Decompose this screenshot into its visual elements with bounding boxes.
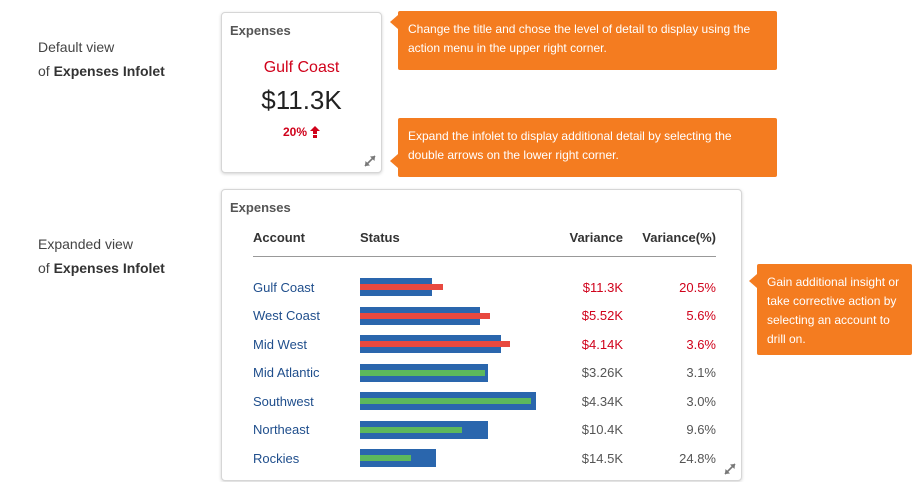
status-bar [360, 306, 540, 325]
variance-pct-value: 3.0% [686, 393, 716, 409]
default-view-bold: Expenses Infolet [53, 63, 165, 79]
callout-drill: Gain additional insight or take correcti… [749, 264, 912, 355]
col-variance: Variance [543, 230, 623, 257]
account-link[interactable]: West Coast [253, 308, 320, 324]
expanded-expenses-infolet[interactable]: Expenses Account Status Variance Varianc… [221, 189, 742, 481]
collapse-arrows-icon[interactable] [723, 462, 737, 476]
default-view-prefix: of [38, 63, 54, 79]
actual-bar [360, 341, 510, 348]
account-link[interactable]: Gulf Coast [253, 279, 315, 295]
variance-value: $4.34K [581, 393, 623, 409]
callout-pointer [390, 154, 398, 168]
account-link[interactable]: Mid West [253, 336, 307, 352]
variance-pct-value: 3.6% [686, 336, 716, 352]
status-bar [360, 278, 540, 297]
status-cell [360, 444, 543, 473]
actual-bar [360, 398, 531, 405]
default-view-line1: Default view [38, 39, 115, 55]
actual-bar [360, 284, 443, 291]
variance-value: $5.52K [581, 308, 623, 324]
expanded-view-line1: Expanded view [38, 236, 133, 252]
callout-action-menu-text: Change the title and chose the level of … [408, 22, 751, 55]
expense-value: $11.3K [261, 85, 342, 115]
status-bar [360, 392, 540, 411]
table-row[interactable]: West Coast $5.52K 5.6% [253, 302, 716, 331]
variance-pct-value: 9.6% [686, 422, 716, 438]
accounts-table: Account Status Variance Variance(%) Gulf… [253, 230, 716, 473]
status-cell [360, 302, 543, 331]
status-bar [360, 449, 540, 468]
table-row[interactable]: Southwest $4.34K 3.0% [253, 387, 716, 416]
expand-arrows-icon[interactable] [363, 154, 377, 168]
callout-action-menu: Change the title and chose the level of … [390, 11, 777, 70]
account-link[interactable]: Rockies [253, 450, 300, 466]
status-bar [360, 420, 540, 439]
status-cell [360, 330, 543, 359]
default-view-label: Default view of Expenses Infolet [38, 35, 165, 83]
account-link[interactable]: Mid Atlantic [253, 365, 320, 381]
expanded-view-label: Expanded view of Expenses Infolet [38, 232, 165, 280]
actual-bar [360, 369, 485, 376]
actual-bar [360, 426, 462, 433]
account-link[interactable]: Southwest [253, 393, 314, 409]
variance-pct-value: 20.5% [679, 279, 716, 295]
table-row[interactable]: Northeast $10.4K 9.6% [253, 416, 716, 445]
expanded-view-bold: Expenses Infolet [53, 260, 165, 276]
actual-bar [360, 312, 490, 319]
infolet-title: Expenses [230, 23, 291, 38]
status-cell [360, 416, 543, 445]
table-row[interactable]: Rockies $14.5K 24.8% [253, 444, 716, 473]
col-account: Account [253, 230, 360, 257]
account-link[interactable]: Northeast [253, 422, 310, 438]
variance-value: $14.5K [581, 450, 623, 466]
callout-pointer [390, 15, 398, 29]
status-bar [360, 335, 540, 354]
table-row[interactable]: Gulf Coast $11.3K 20.5% [253, 257, 716, 302]
percent-text: 20% [282, 125, 308, 139]
status-cell [360, 359, 543, 388]
variance-value: $4.14K [581, 336, 623, 352]
variance-value: $11.3K [582, 279, 623, 295]
callout-drill-text: Gain additional insight or take correcti… [767, 275, 900, 346]
region-name: Gulf Coast [263, 59, 340, 76]
table-row[interactable]: Mid Atlantic $3.26K 3.1% [253, 359, 716, 388]
variance-value: $3.26K [581, 365, 623, 381]
callout-pointer [749, 274, 757, 288]
col-status: Status [360, 230, 543, 257]
callout-expand-text: Expand the infolet to display additional… [408, 129, 732, 162]
status-cell [360, 257, 543, 302]
col-variance-pct: Variance(%) [623, 230, 716, 257]
infolet-title: Expenses [230, 200, 291, 215]
up-arrow-icon [310, 126, 321, 138]
status-bar [360, 363, 540, 382]
variance-pct-value: 5.6% [686, 308, 716, 324]
callout-expand: Expand the infolet to display additional… [390, 118, 777, 177]
table-header: Account Status Variance Variance(%) [253, 230, 716, 257]
table-row[interactable]: Mid West $4.14K 3.6% [253, 330, 716, 359]
small-expenses-infolet[interactable]: Expenses Gulf Coast $11.3K 20% [221, 12, 382, 173]
variance-pct-value: 24.8% [679, 450, 716, 466]
expanded-view-prefix: of [38, 260, 54, 276]
variance-value: $10.4K [581, 422, 623, 438]
variance-pct-value: 3.1% [686, 365, 716, 381]
percent-change: 20% [222, 125, 381, 139]
status-cell [360, 387, 543, 416]
actual-bar [360, 455, 411, 462]
